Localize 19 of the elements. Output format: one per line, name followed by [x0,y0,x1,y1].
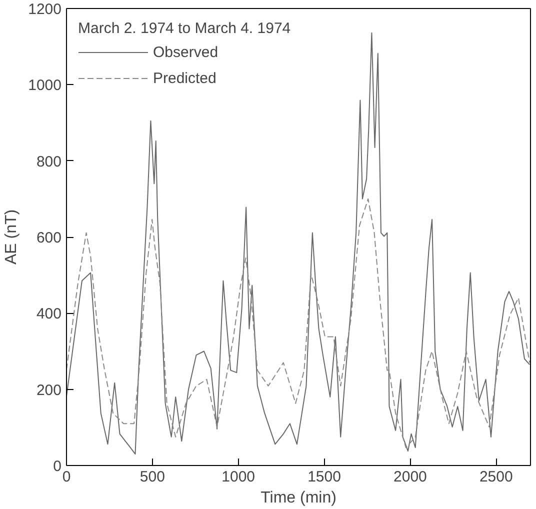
x-tick-label: 1500 [308,468,341,486]
y-tick-label: 800 [36,153,62,170]
y-axis-title: AE (nT) [3,209,20,265]
x-tick-label: 1000 [222,468,256,486]
x-axis-title: Time (min) [260,490,336,506]
y-tick-label: 200 [36,382,62,399]
line-series [66,32,530,455]
x-tick-label: 2000 [394,468,427,486]
y-tick-label: 1000 [28,77,62,94]
legend-label: Observed [153,44,218,60]
y-tick-label: 1200 [28,1,62,18]
x-tick-label: 500 [140,468,165,486]
y-tick-label: 0 [53,458,62,475]
legend-label: Predicted [153,70,216,86]
legend-title: March 2. 1974 to March 4. 1974 [78,20,291,37]
line-series [66,198,530,448]
y-tick-label: 400 [36,306,62,323]
x-tick-label: 2500 [479,468,513,486]
y-tick-label: 600 [36,230,62,246]
